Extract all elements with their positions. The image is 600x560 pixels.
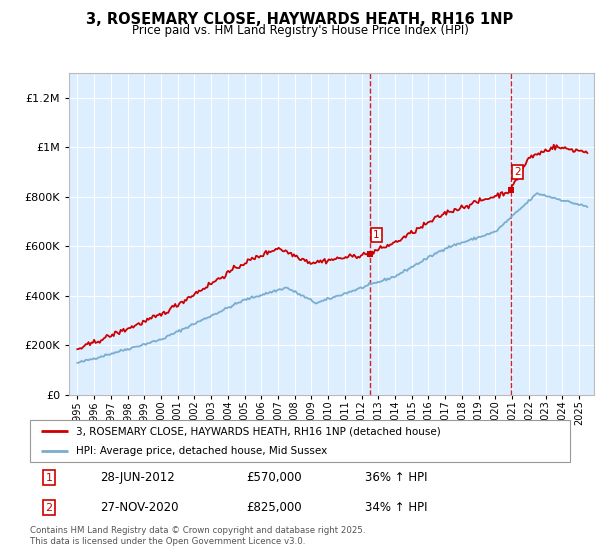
FancyBboxPatch shape (30, 420, 570, 462)
Text: Contains HM Land Registry data © Crown copyright and database right 2025.
This d: Contains HM Land Registry data © Crown c… (30, 526, 365, 546)
Text: £825,000: £825,000 (246, 501, 302, 515)
Text: 34% ↑ HPI: 34% ↑ HPI (365, 501, 427, 515)
Text: 1: 1 (373, 230, 380, 240)
Text: HPI: Average price, detached house, Mid Sussex: HPI: Average price, detached house, Mid … (76, 446, 327, 456)
Text: 2: 2 (514, 167, 521, 177)
Text: 3, ROSEMARY CLOSE, HAYWARDS HEATH, RH16 1NP: 3, ROSEMARY CLOSE, HAYWARDS HEATH, RH16 … (86, 12, 514, 27)
Text: 28-JUN-2012: 28-JUN-2012 (100, 471, 175, 484)
Text: £570,000: £570,000 (246, 471, 302, 484)
Text: 2: 2 (46, 503, 52, 513)
Text: Price paid vs. HM Land Registry's House Price Index (HPI): Price paid vs. HM Land Registry's House … (131, 24, 469, 37)
Text: 36% ↑ HPI: 36% ↑ HPI (365, 471, 427, 484)
Text: 3, ROSEMARY CLOSE, HAYWARDS HEATH, RH16 1NP (detached house): 3, ROSEMARY CLOSE, HAYWARDS HEATH, RH16 … (76, 426, 440, 436)
Text: 1: 1 (46, 473, 52, 483)
Text: 27-NOV-2020: 27-NOV-2020 (100, 501, 179, 515)
